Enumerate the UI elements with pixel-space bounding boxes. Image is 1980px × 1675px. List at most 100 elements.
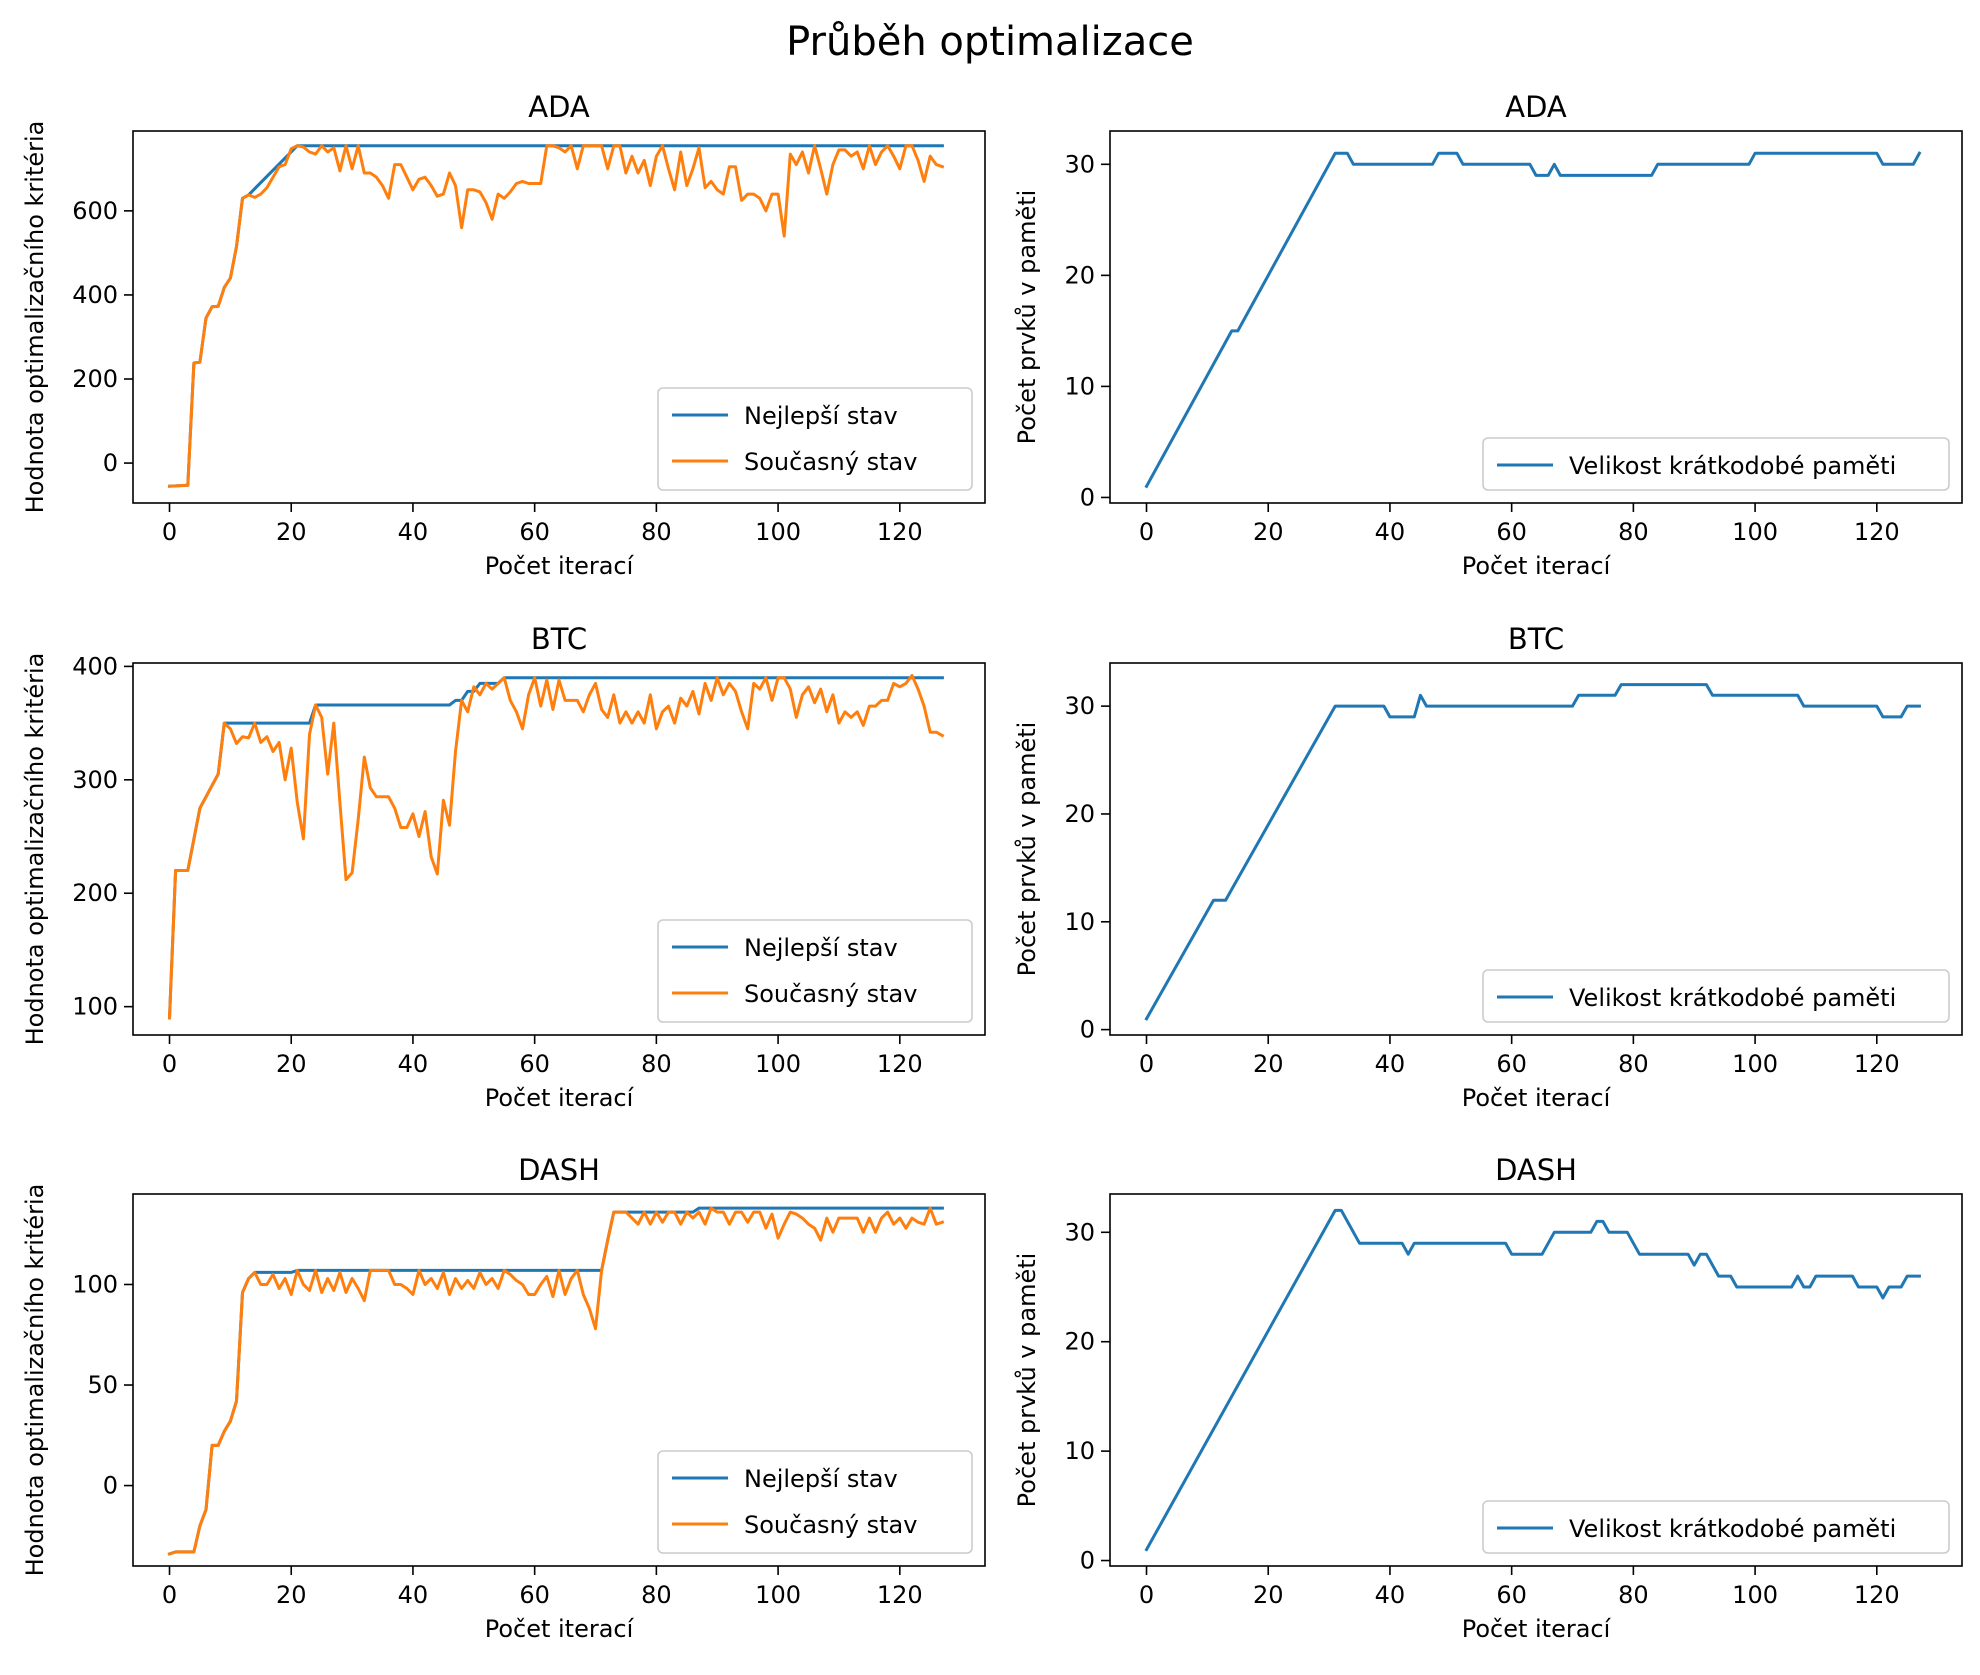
- subplot-title: ADA: [528, 90, 590, 124]
- y-tick-label: 30: [1064, 1218, 1095, 1246]
- x-tick-label: 20: [1253, 1050, 1284, 1078]
- x-tick-label: 0: [162, 1050, 177, 1078]
- y-tick-label: 100: [72, 993, 118, 1021]
- legend: Nejlepší stav Současný stav: [657, 919, 973, 1023]
- legend: Velikost krátkodobé paměti: [1482, 1500, 1950, 1554]
- series-group: [1144, 151, 1922, 489]
- y-tick-label: 100: [72, 1270, 118, 1298]
- x-tick-label: 20: [276, 1050, 307, 1078]
- x-tick-label: 40: [1375, 1050, 1406, 1078]
- x-tick-label: 80: [641, 518, 672, 546]
- subplot-dash-memory: DASH 0 20 40 60 80 100 120 0 10 20 30 Počet iterací P…: [1013, 1153, 1963, 1643]
- legend-label: Současný stav: [744, 448, 917, 476]
- x-axis-label: Počet iterací: [1462, 1084, 1612, 1112]
- x-tick-label: 80: [641, 1581, 672, 1609]
- x-tick-label: 60: [1496, 1581, 1527, 1609]
- y-tick-label: 10: [1064, 908, 1095, 936]
- x-tick-label: 60: [1496, 518, 1527, 546]
- x-tick-label: 120: [1854, 518, 1900, 546]
- x-tick-label: 80: [1618, 1581, 1649, 1609]
- axes-frame: [1109, 130, 1963, 504]
- series-line-1: [1144, 683, 1921, 1021]
- legend-label: Současný stav: [744, 1511, 917, 1539]
- axes-frame: [132, 1193, 986, 1567]
- x-tick-label: 0: [162, 1581, 177, 1609]
- legend-label: Velikost krátkodobé paměti: [1569, 1515, 1896, 1543]
- y-tick-label: 400: [72, 652, 118, 680]
- y-tick-label: 20: [1064, 800, 1095, 828]
- subplot-dash-criterion: DASH 0 20 40 60 80 100 120 0 50 100 Počet iterací Ho…: [21, 1153, 986, 1643]
- subplot-title: DASH: [1495, 1153, 1577, 1187]
- x-tick-label: 100: [1732, 518, 1778, 546]
- axes-frame: [1109, 662, 1963, 1036]
- x-tick-label: 40: [398, 1050, 429, 1078]
- legend: Velikost krátkodobé paměti: [1482, 969, 1950, 1023]
- x-tick-label: 20: [1253, 518, 1284, 546]
- axes-frame: [1109, 1193, 1963, 1567]
- x-tick-label: 0: [1139, 1581, 1154, 1609]
- y-axis-label: Počet prvků v paměti: [1013, 1253, 1041, 1508]
- y-tick-label: 200: [72, 879, 118, 907]
- series-line-1: [1144, 151, 1922, 489]
- y-tick-label: 0: [103, 1472, 118, 1500]
- legend-box: [1482, 1500, 1950, 1554]
- x-axis-label: Počet iterací: [485, 552, 635, 580]
- x-axis-label: Počet iterací: [485, 1084, 635, 1112]
- legend-label: Velikost krátkodobé paměti: [1569, 984, 1896, 1012]
- subplot-title: BTC: [531, 622, 587, 656]
- x-tick-label: 40: [398, 1581, 429, 1609]
- series-group: [167, 674, 945, 1020]
- x-tick-label: 20: [1253, 1581, 1284, 1609]
- axes-frame: [132, 130, 986, 504]
- y-axis-label: Hodnota optimalizačního kritéria: [21, 121, 49, 514]
- x-tick-label: 80: [1618, 518, 1649, 546]
- x-tick-label: 60: [519, 1581, 550, 1609]
- x-axis-label: Počet iterací: [485, 1615, 635, 1643]
- x-tick-label: 100: [1732, 1581, 1778, 1609]
- y-tick-label: 10: [1064, 1437, 1095, 1465]
- series-group: [167, 144, 945, 488]
- legend-label: Současný stav: [744, 980, 917, 1008]
- y-tick-label: 0: [1080, 1016, 1095, 1044]
- subplot-btc-memory: BTC 0 20 40 60 80 100 120 0 10 20 30 Počet iterací Po…: [1013, 622, 1963, 1112]
- series-line-2: [167, 144, 945, 488]
- y-axis-label: Hodnota optimalizačního kritéria: [21, 1184, 49, 1577]
- y-axis-label: Počet prvků v paměti: [1013, 190, 1041, 445]
- x-axis-label: Počet iterací: [1462, 552, 1612, 580]
- subplot-title: ADA: [1505, 90, 1567, 124]
- x-tick-label: 40: [1375, 1581, 1406, 1609]
- x-axis-label: Počet iterací: [1462, 1615, 1612, 1643]
- y-tick-label: 0: [103, 449, 118, 477]
- x-tick-label: 120: [877, 1581, 923, 1609]
- x-tick-label: 20: [276, 518, 307, 546]
- legend-label: Nejlepší stav: [744, 402, 898, 430]
- legend: Velikost krátkodobé paměti: [1482, 437, 1950, 491]
- x-tick-label: 20: [276, 1581, 307, 1609]
- x-tick-label: 100: [755, 1581, 801, 1609]
- series-group: [1144, 1208, 1921, 1552]
- series-line-2: [167, 1206, 945, 1556]
- legend-box: [657, 1450, 973, 1554]
- legend: Nejlepší stav Současný stav: [657, 1450, 973, 1554]
- x-tick-label: 0: [162, 518, 177, 546]
- y-tick-label: 400: [72, 281, 118, 309]
- x-tick-label: 80: [641, 1050, 672, 1078]
- legend-label: Velikost krátkodobé paměti: [1569, 452, 1896, 480]
- x-tick-label: 60: [519, 518, 550, 546]
- y-tick-label: 30: [1064, 150, 1095, 178]
- legend-label: Nejlepší stav: [744, 934, 898, 962]
- y-tick-label: 300: [72, 766, 118, 794]
- figure-title: Průběh optimalizace: [786, 19, 1194, 65]
- y-tick-label: 600: [72, 197, 118, 225]
- series-group: [1144, 683, 1921, 1021]
- x-tick-label: 40: [1375, 518, 1406, 546]
- legend-box: [657, 919, 973, 1023]
- y-tick-label: 200: [72, 365, 118, 393]
- legend-label: Nejlepší stav: [744, 1465, 898, 1493]
- legend-box: [657, 387, 973, 491]
- subplot-ada-criterion: ADA 0 20 40 60 80 100 120 0 200 400 600 Počet iterac…: [21, 90, 986, 580]
- x-tick-label: 120: [1854, 1581, 1900, 1609]
- axes-frame: [132, 662, 986, 1036]
